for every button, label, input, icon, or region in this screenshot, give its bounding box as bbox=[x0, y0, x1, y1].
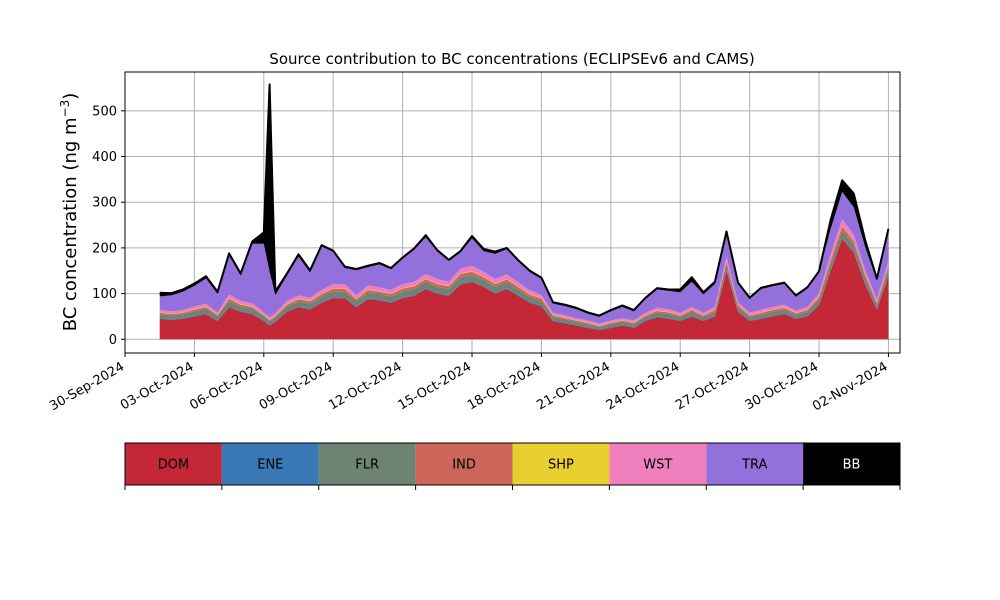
total-line bbox=[159, 83, 890, 317]
y-axis-label: BC concentration (ng m−3) bbox=[58, 93, 81, 332]
legend-label: IND bbox=[452, 458, 476, 473]
legend-label: TRA bbox=[741, 458, 767, 473]
y-tick-label: 0 bbox=[109, 333, 117, 348]
y-tick-label: 200 bbox=[92, 241, 117, 256]
legend-swatch-dom bbox=[125, 443, 222, 485]
x-tick-label: 15-Oct-2024 bbox=[396, 359, 474, 413]
plot-frame bbox=[124, 71, 901, 354]
legend-label: BB bbox=[843, 458, 861, 473]
x-tick-label: 30-Sep-2024 bbox=[47, 359, 127, 414]
x-tick-label: 12-Oct-2024 bbox=[326, 359, 404, 413]
y-axis-label-exponent: −3 bbox=[58, 100, 72, 118]
y-tick-label: 100 bbox=[92, 287, 117, 302]
legend-label: DOM bbox=[158, 458, 189, 473]
x-tick-label: 02-Nov-2024 bbox=[810, 359, 890, 414]
x-tick-label: 09-Oct-2024 bbox=[257, 359, 335, 413]
x-tick-label: 06-Oct-2024 bbox=[187, 359, 265, 413]
y-tick-label: 400 bbox=[92, 150, 117, 165]
total-outline bbox=[159, 83, 890, 317]
y-axis-label-close: ) bbox=[60, 93, 81, 100]
legend-label: WST bbox=[643, 458, 672, 473]
legend-swatch-ind bbox=[415, 443, 513, 485]
legend-swatch-bb bbox=[803, 443, 900, 485]
x-tick-label: 03-Oct-2024 bbox=[118, 359, 196, 413]
y-tick-label: 300 bbox=[92, 196, 117, 211]
legend-label: ENE bbox=[257, 458, 283, 473]
chart-title: Source contribution to BC concentrations… bbox=[269, 50, 754, 68]
color-legend: DOM ENE FLR IND SHP WST TRA BB bbox=[124, 442, 901, 490]
grid-lines bbox=[124, 72, 900, 353]
legend-swatch-flr bbox=[318, 443, 416, 485]
x-tick-label: 27-Oct-2024 bbox=[673, 359, 751, 413]
legend-label: FLR bbox=[355, 458, 379, 473]
area-dom bbox=[159, 238, 889, 340]
legend-swatch-ene bbox=[221, 443, 319, 485]
y-axis-ticks: 0 100 200 300 400 500 bbox=[92, 104, 125, 348]
x-tick-label: 21-Oct-2024 bbox=[534, 359, 612, 413]
legend-label: SHP bbox=[548, 458, 574, 473]
legend-swatch-shp bbox=[512, 443, 610, 485]
x-axis-ticks: 30-Sep-202403-Oct-202406-Oct-202409-Oct-… bbox=[47, 353, 890, 414]
x-tick-label: 24-Oct-2024 bbox=[604, 359, 682, 413]
legend-swatch-tra bbox=[706, 443, 804, 485]
x-tick-label: 30-Oct-2024 bbox=[743, 359, 821, 413]
y-tick-label: 500 bbox=[92, 104, 117, 119]
stacked-areas bbox=[159, 84, 889, 340]
legend-swatch-wst bbox=[609, 443, 707, 485]
x-tick-label: 18-Oct-2024 bbox=[465, 359, 543, 413]
